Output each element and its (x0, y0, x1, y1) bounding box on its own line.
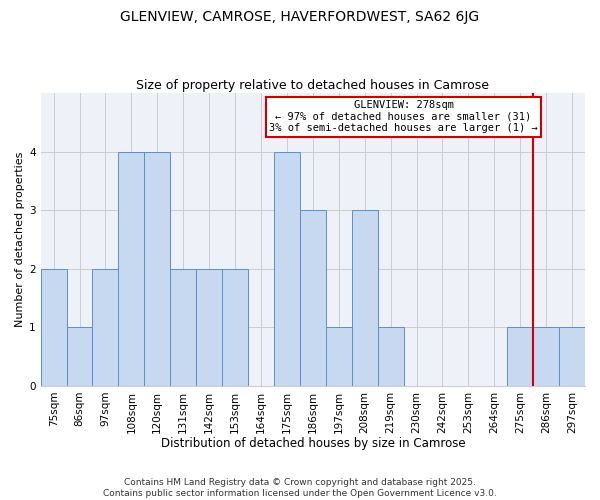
Bar (352, 210, 377, 386)
Bar (170, 269, 196, 386)
Bar (222, 269, 248, 386)
X-axis label: Distribution of detached houses by size in Camrose: Distribution of detached houses by size … (161, 437, 465, 450)
Bar (196, 269, 222, 386)
Bar (377, 328, 404, 386)
Bar (145, 152, 170, 386)
Y-axis label: Number of detached properties: Number of detached properties (15, 152, 25, 327)
Text: Contains HM Land Registry data © Crown copyright and database right 2025.
Contai: Contains HM Land Registry data © Crown c… (103, 478, 497, 498)
Bar (118, 152, 145, 386)
Title: Size of property relative to detached houses in Camrose: Size of property relative to detached ho… (136, 79, 490, 92)
Bar (274, 152, 300, 386)
Bar (559, 328, 585, 386)
Text: GLENVIEW, CAMROSE, HAVERFORDWEST, SA62 6JG: GLENVIEW, CAMROSE, HAVERFORDWEST, SA62 6… (121, 10, 479, 24)
Bar (533, 328, 559, 386)
Bar (507, 328, 533, 386)
Bar (300, 210, 326, 386)
Bar (41, 269, 67, 386)
Text: GLENVIEW: 278sqm
← 97% of detached houses are smaller (31)
3% of semi-detached h: GLENVIEW: 278sqm ← 97% of detached house… (269, 100, 538, 134)
Bar (67, 328, 92, 386)
Bar (92, 269, 118, 386)
Bar (326, 328, 352, 386)
